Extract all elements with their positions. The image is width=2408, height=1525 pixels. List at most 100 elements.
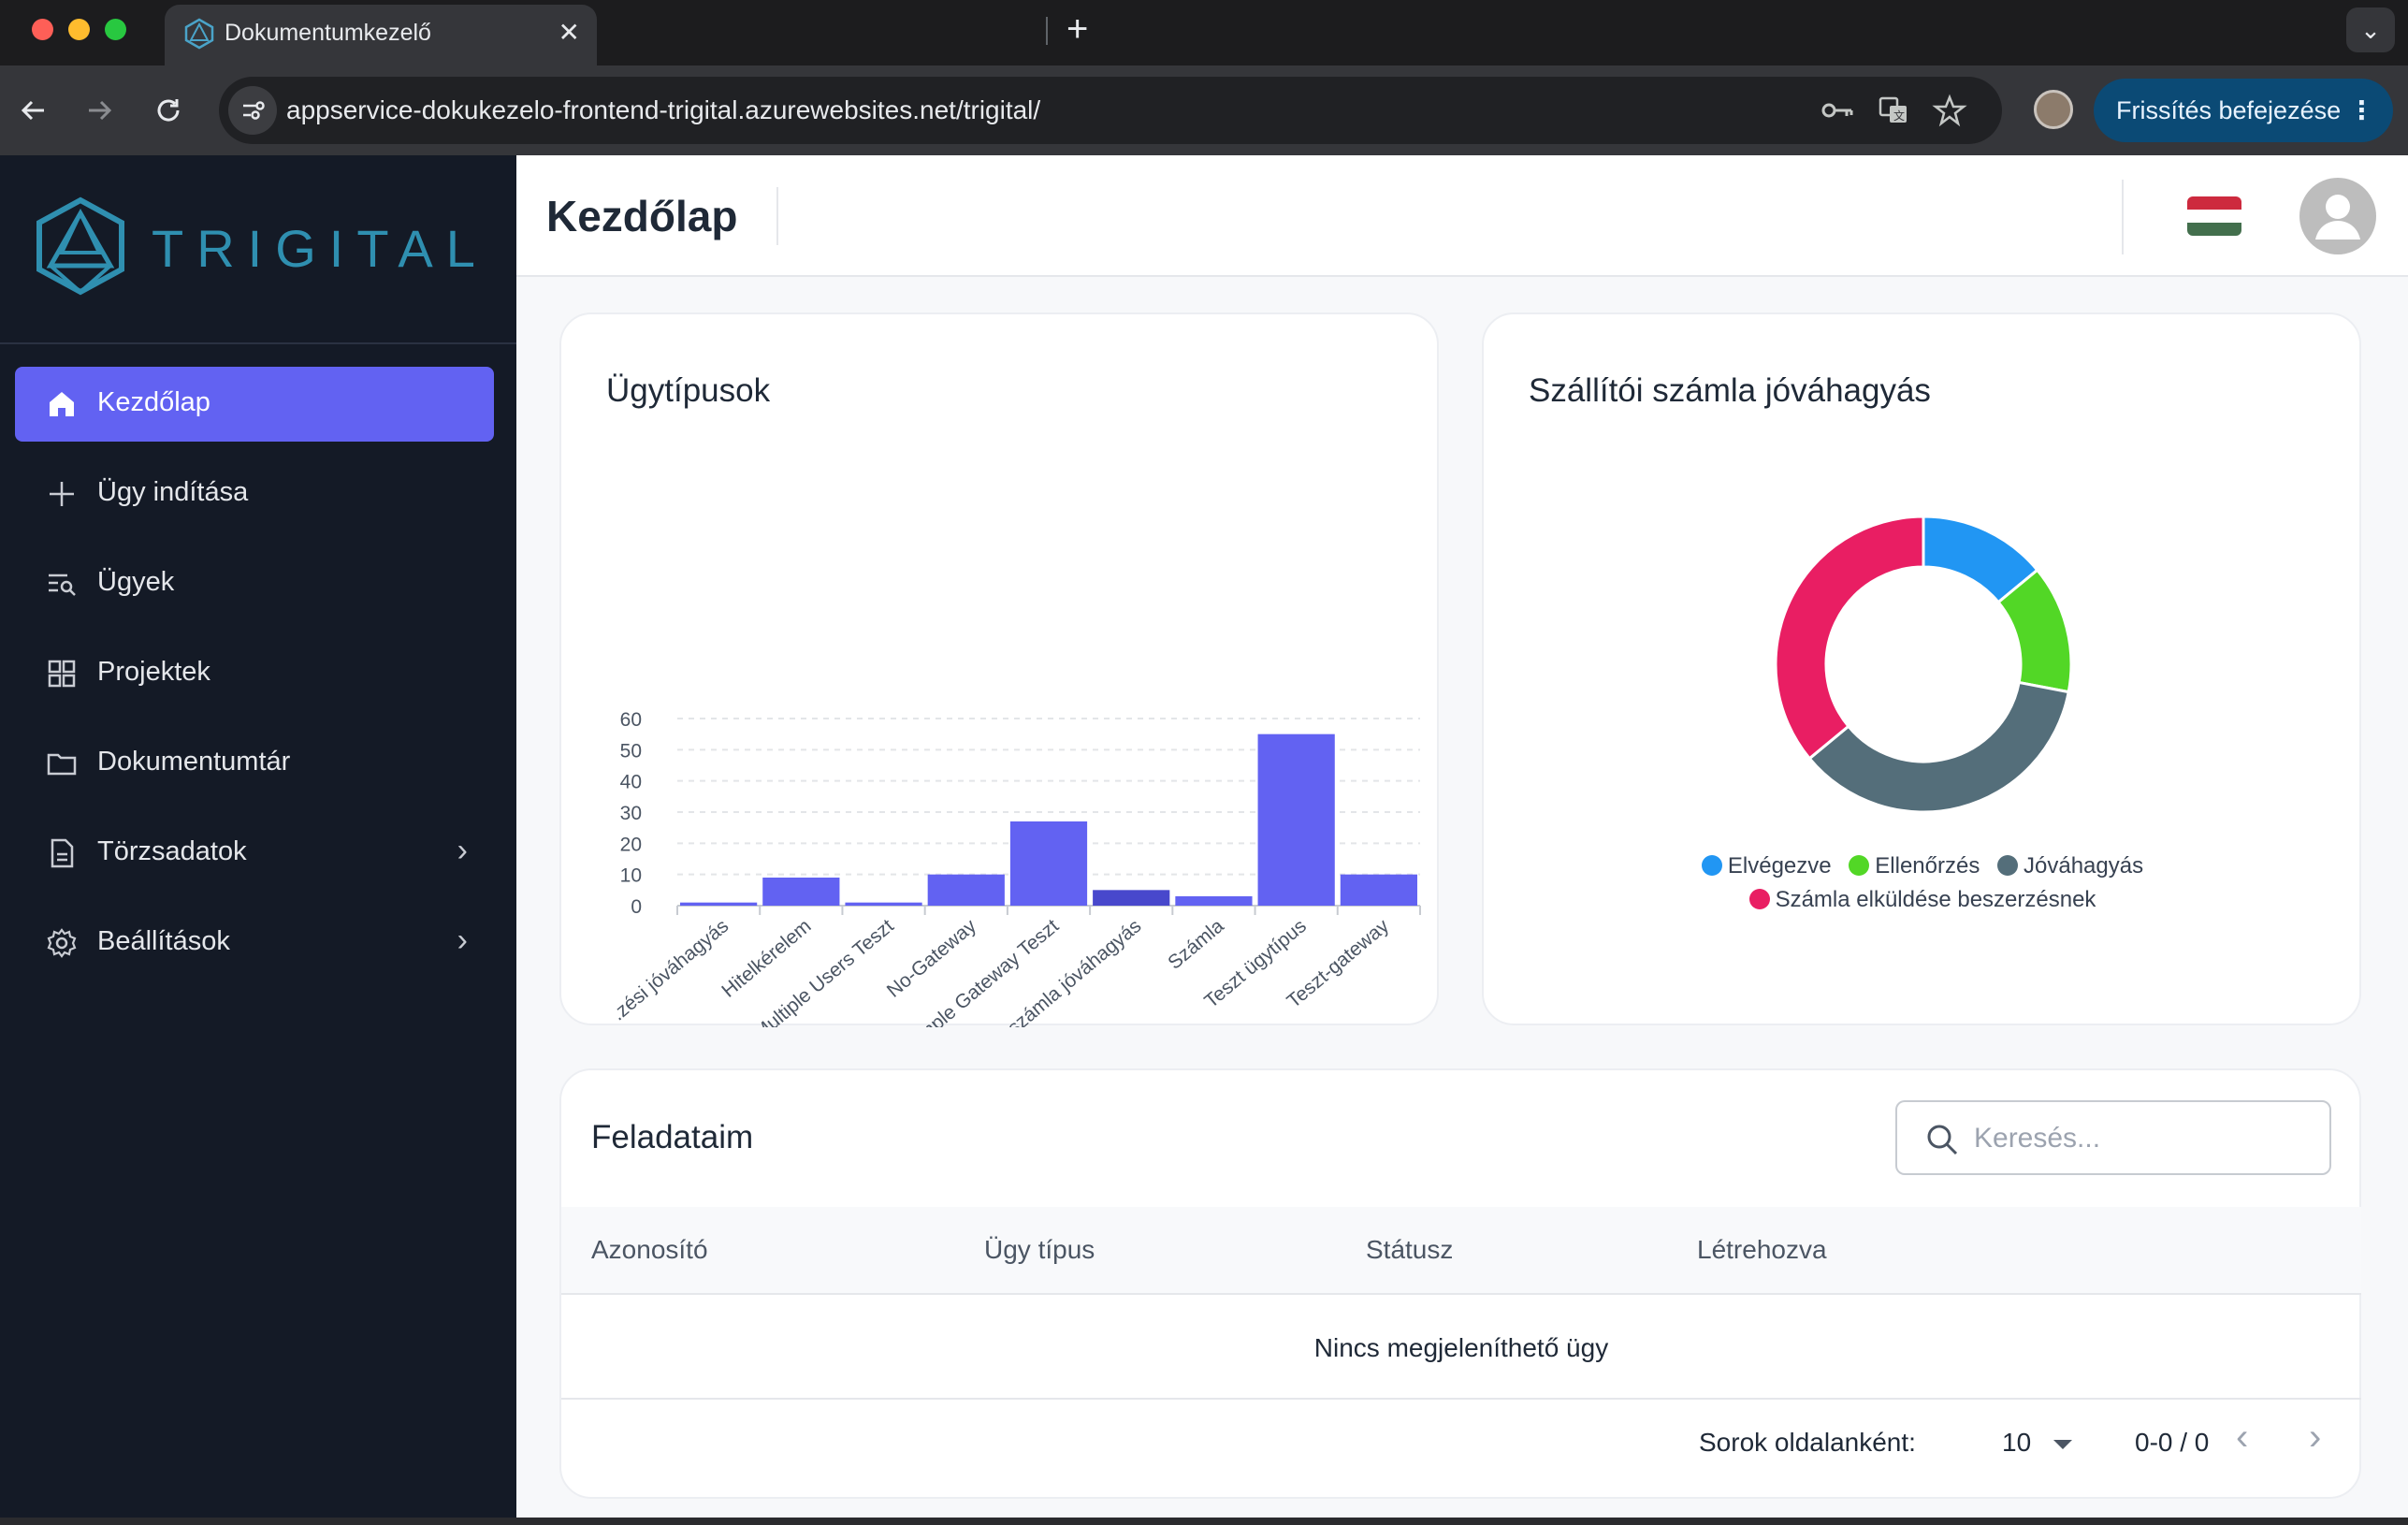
donut-slice[interactable] [1807,680,2070,814]
profile-avatar[interactable] [2034,90,2073,129]
tab-strip: Dokumentumkezelő ✕ + ⌄ [0,0,2408,65]
legend-label: Jóváhagyás [2024,853,2144,879]
search-icon [1927,1125,1958,1155]
svg-text:文: 文 [1893,109,1905,123]
back-button[interactable] [7,84,60,137]
tab-separator [1046,17,1048,45]
empty-table-message: Nincs megjeleníthető ügy [561,1297,2361,1400]
donut-slice[interactable] [1774,515,1925,761]
legend-dot [1748,889,1770,909]
y-tick-label: 50 [620,740,642,762]
y-tick-label: 10 [620,865,642,887]
update-label: Frissítés befejezése [2116,96,2342,124]
hungarian-flag-icon[interactable] [2187,196,2241,236]
folder-icon [47,753,77,776]
search-input[interactable] [1974,1115,2311,1162]
sidebar-item-kezdolap[interactable]: Kezdőlap [15,367,494,442]
donut-legend-row-2: Számla elküldése beszerzésnek [1484,887,2361,913]
new-tab-button[interactable]: + [1066,8,1089,50]
document-icon [51,838,74,868]
title-divider [776,187,778,245]
site-info-button[interactable] [228,86,277,135]
gear-icon [47,928,77,958]
column-header-statusz[interactable]: Státusz [1366,1235,1454,1264]
bar [1175,896,1253,906]
trigital-favicon-icon [184,18,214,50]
key-icon[interactable] [1819,94,1856,127]
logo-text: TRIGITAL [152,219,473,278]
sidebar-item-label: Törzsadatok [97,836,247,866]
legend-item-elvegezve[interactable]: Elvégezve [1701,853,1832,879]
maximize-window-button[interactable] [105,19,126,40]
tab-list-button[interactable]: ⌄ [2346,7,2395,52]
update-browser-button[interactable]: Frissítés befejezése ⋮ [2094,79,2393,142]
sidebar-item-projektek[interactable]: Projektek [15,636,494,711]
browser-chrome: Dokumentumkezelő ✕ + ⌄ appservice-dokuke… [0,0,2408,155]
sidebar-item-label: Kezdőlap [97,387,210,417]
legend-item-szamla-elkuldese[interactable]: Számla elküldése beszerzésnek [1748,887,2096,913]
home-icon [50,392,74,416]
rows-per-page-select[interactable]: 10 [2002,1428,2074,1458]
sidebar-item-ugy-inditasa[interactable]: Ügy indítása [15,457,494,531]
url-text: appservice-dokukezelo-frontend-trigital.… [286,95,1040,125]
search-box[interactable] [1895,1100,2331,1175]
legend-item-jovahagyas[interactable]: Jóváhagyás [1997,853,2143,879]
person-icon [2315,195,2360,240]
bar [1009,821,1088,906]
legend-dot [1701,855,1722,876]
column-header-ugy-tipus[interactable]: Ügy típus [984,1235,1095,1264]
bottom-strip [0,1518,2408,1525]
more-menu-icon[interactable]: ⋮ [2349,96,2374,124]
flag-stripe-green [2187,223,2241,236]
sidebar-item-dokumentumtar[interactable]: Dokumentumtár [15,726,494,801]
browser-tab[interactable]: Dokumentumkezelő ✕ [165,5,597,65]
feladataim-card: Feladataim Azonosító Ügy típus Státusz L… [559,1068,2361,1499]
sidebar-item-label: Beállítások [97,926,230,956]
rows-per-page-label: Sorok oldalanként: [1699,1428,1916,1457]
next-page-button[interactable]: › [2309,1416,2322,1458]
sidebar-item-label: Ügyek [97,567,175,597]
close-window-button[interactable] [32,19,53,40]
forward-button[interactable] [73,84,125,137]
url-path: /trigital/ [955,95,1041,124]
dropdown-arrow-icon [2053,1440,2072,1449]
sidebar-item-ugyek[interactable]: Ügyek [15,546,494,621]
x-tick-label: Számla [1164,915,1228,974]
sidebar-item-beallitasok[interactable]: Beállítások › [15,906,494,980]
user-avatar[interactable] [2299,178,2376,254]
minimize-window-button[interactable] [68,19,90,40]
bar [845,902,922,906]
chevron-right-icon: › [457,922,468,958]
translate-icon[interactable]: 文 [1875,94,1912,127]
reload-button[interactable] [142,84,195,137]
flag-stripe-red [2187,196,2241,210]
y-tick-label: 40 [620,772,642,793]
page-header: Kezdőlap [516,155,2408,277]
previous-page-button[interactable]: ‹ [2236,1416,2249,1458]
sidebar-item-torzsadatok[interactable]: Törzsadatok › [15,816,494,891]
legend-label: Elvégezve [1727,853,1832,879]
browser-toolbar: appservice-dokukezelo-frontend-trigital.… [0,65,2408,155]
list-search-icon [49,574,76,596]
legend-dot [1849,855,1870,876]
sidebar: TRIGITAL Kezdőlap Ügy indítása Ügyek Pro… [0,155,516,1525]
tab-close-icon[interactable]: ✕ [558,18,580,47]
bar [927,874,1005,906]
tasks-title: Feladataim [591,1119,754,1155]
trigital-logo-icon: TRIGITAL [36,196,475,296]
column-header-azonosito[interactable]: Azonosító [591,1235,708,1264]
grid-icon [48,660,76,688]
main-content: Kezdőlap Ügytípusok 0 10 20 30 40 50 60 .zési j… [516,155,2408,1525]
page-title: Kezdőlap [546,192,738,240]
trigital-logo[interactable]: TRIGITAL [34,196,475,299]
y-tick-label: 60 [620,709,642,731]
legend-item-ellenorzes[interactable]: Ellenőrzés [1849,853,1980,879]
address-bar[interactable]: appservice-dokukezelo-frontend-trigital.… [219,77,2002,144]
table-header: Azonosító Ügy típus Státusz Létrehozva [561,1207,2361,1295]
column-header-letrehozva[interactable]: Létrehozva [1697,1235,1827,1264]
bookmark-star-icon[interactable] [1931,94,1968,127]
rows-per-page-value: 10 [2002,1428,2032,1457]
szallitoi-szamla-card: Szállítói számla jóváhagyás Elvégezve El… [1482,312,2361,1025]
bar-chart-title: Ügytípusok [606,372,771,409]
